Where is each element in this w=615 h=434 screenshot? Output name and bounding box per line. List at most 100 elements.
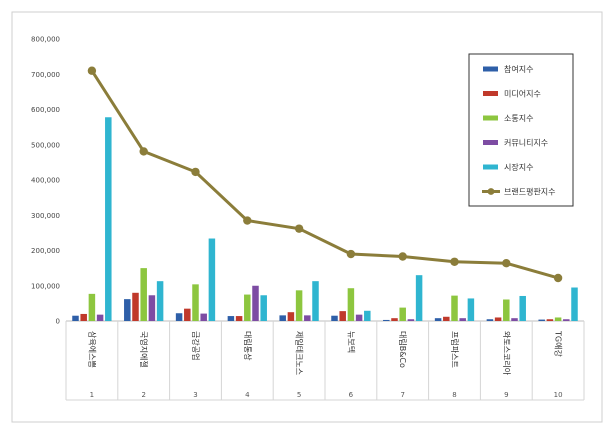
line-point-10 (553, 273, 563, 283)
bar-4-8 (459, 318, 466, 321)
line-layer (87, 66, 563, 283)
y-tick-label: 700,000 (31, 71, 60, 79)
bar-4-4 (252, 285, 259, 321)
legend-label: 시장지수 (504, 162, 533, 172)
category-label: 금강공업 (191, 331, 201, 360)
bar-3-6 (347, 288, 355, 321)
bar-3-9 (503, 299, 510, 321)
y-tick-label: 100,000 (31, 282, 60, 290)
rank-label: 5 (297, 391, 301, 399)
y-tick-label: 200,000 (31, 247, 60, 255)
bar-5-8 (467, 298, 475, 321)
bar-4-7 (407, 319, 415, 321)
bar-5-4 (260, 295, 267, 321)
line-point-6 (346, 249, 356, 259)
y-tick-label: 600,000 (31, 106, 60, 114)
bar-2-6 (339, 311, 346, 321)
legend-label: 미디어지수 (504, 89, 541, 99)
line-series-path (90, 69, 559, 280)
y-tick-label: 400,000 (31, 177, 60, 185)
legend-swatch (483, 115, 498, 121)
y-tick-label: 500,000 (31, 141, 60, 149)
bar-2-10 (546, 319, 554, 321)
bar-4-2 (148, 295, 156, 321)
legend-box (468, 53, 574, 207)
y-tick-label: 0 (56, 318, 60, 326)
line-point-5 (294, 224, 304, 233)
bar-2-7 (391, 318, 398, 321)
bar-4-5 (304, 315, 311, 321)
category-label: 대림통상 (243, 331, 253, 361)
bar-2-2 (132, 292, 139, 321)
rank-label: 7 (400, 391, 404, 399)
legend-swatch (483, 164, 498, 170)
rank-label: 1 (90, 391, 94, 399)
bar-2-3 (184, 308, 191, 321)
bar-3-2 (140, 268, 147, 321)
bar-4-10 (563, 319, 570, 321)
category-label: 제일테크노스 (295, 331, 304, 375)
y-tick-label: 800,000 (31, 36, 60, 44)
category-label: 국영지에젤 (139, 331, 149, 368)
bar-5-2 (156, 281, 164, 321)
legend-swatch-marker (487, 188, 495, 195)
category-label: 삼육에스쁨 (87, 331, 97, 368)
bar-1-4 (227, 316, 235, 321)
bar-5-3 (208, 238, 216, 321)
legend-label: 브랜드평판지수 (504, 187, 556, 197)
line-point-8 (450, 257, 459, 266)
bar-2-9 (494, 317, 502, 321)
category-label: 뉴보텍 (346, 331, 356, 353)
rank-label: 10 (554, 391, 563, 399)
legend-swatch (483, 91, 498, 96)
bar-1-10 (538, 319, 545, 321)
bar-4-9 (511, 318, 518, 321)
line-point-9 (502, 258, 511, 268)
y-tick-label: 300,000 (31, 212, 60, 220)
bar-5-10 (571, 287, 578, 321)
bar-4-1 (96, 314, 104, 321)
line-point-1 (87, 66, 97, 75)
bar-2-1 (80, 313, 87, 321)
bar-3-4 (244, 294, 251, 321)
rank-label: 3 (193, 391, 197, 399)
bar-layer (72, 117, 578, 321)
line-point-2 (139, 147, 148, 156)
bar-5-1 (105, 117, 112, 321)
legend-label: 커뮤니티지수 (504, 138, 548, 148)
category-label: 프럼파스트 (450, 331, 459, 368)
bar-4-6 (355, 314, 363, 321)
line-point-7 (398, 252, 407, 261)
category-label: 와토스코리아 (502, 331, 512, 376)
bar-2-8 (443, 316, 450, 321)
bar-5-7 (415, 275, 423, 321)
axis-layer: 0 100,000 200,000 300,000 400,000 500,000 600,… (31, 36, 585, 401)
bar-1-9 (486, 319, 494, 321)
bar-1-6 (331, 315, 338, 321)
bar-4-3 (200, 313, 207, 321)
bar-1-2 (124, 299, 131, 321)
bar-5-6 (364, 310, 371, 321)
rank-label: 4 (245, 391, 250, 399)
bar-3-7 (399, 307, 406, 321)
bar-2-5 (287, 312, 295, 321)
rank-label: 9 (504, 391, 508, 399)
bar-3-1 (88, 293, 96, 321)
category-label: 대림B&Co (398, 331, 408, 368)
line-point-3 (191, 167, 200, 177)
bar-1-1 (72, 315, 79, 321)
bar-2-4 (235, 316, 243, 321)
rank-label: 6 (349, 391, 354, 399)
bar-3-8 (451, 295, 458, 321)
bar-3-3 (192, 284, 199, 321)
label-layer: 삼육에스쁨 1 국영지에젤 2 금강공업 3 대림통상 4 제일테크노스 5 뉴보텍 6 대림B&Co 7… (87, 330, 563, 399)
bar-1-7 (383, 319, 390, 321)
bar-3-5 (295, 290, 303, 321)
legend-swatch (483, 66, 498, 72)
bar-3-10 (554, 317, 562, 321)
rank-label: 8 (452, 391, 456, 399)
category-label: TG애강 (554, 330, 564, 357)
bar-1-3 (175, 313, 183, 321)
